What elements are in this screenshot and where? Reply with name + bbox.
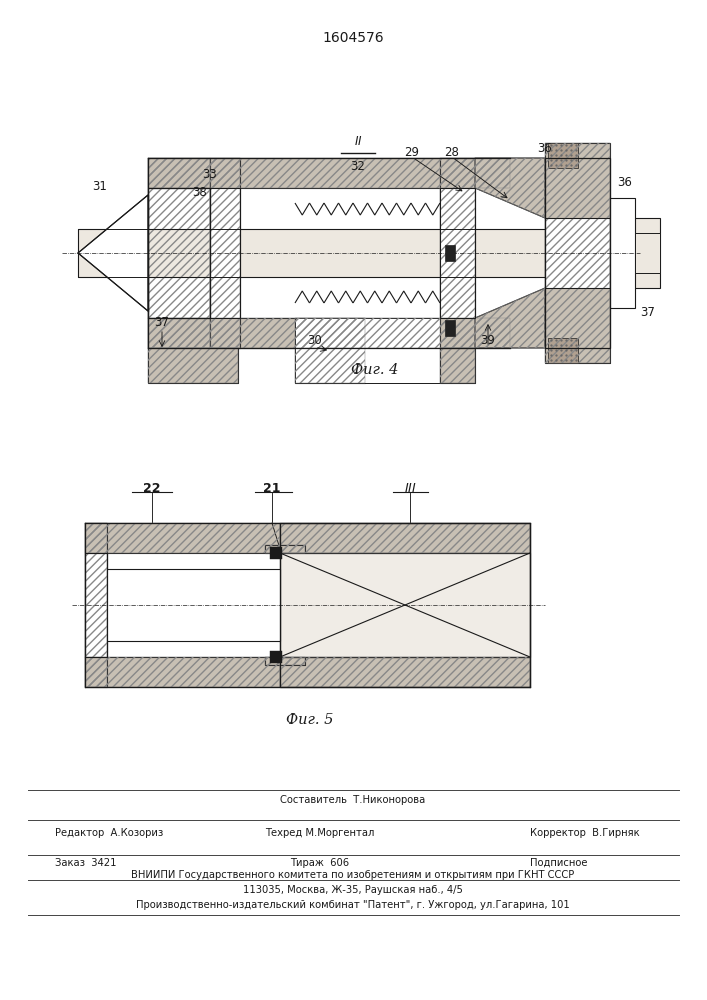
Bar (265, 657, 305, 665)
Text: Корректор  В.Гирняк: Корректор В.Гирняк (530, 828, 640, 838)
Bar (85, 523, 107, 687)
Text: 30: 30 (308, 334, 322, 347)
Bar (445, 320, 455, 336)
Bar (545, 218, 610, 288)
Bar (295, 318, 440, 383)
Bar (148, 158, 510, 188)
Text: 39: 39 (481, 334, 496, 347)
Bar (85, 523, 107, 687)
Bar (85, 553, 107, 657)
Bar (440, 348, 475, 383)
Bar (210, 188, 240, 318)
Bar (270, 547, 282, 559)
Bar (148, 158, 210, 348)
Text: 1604576: 1604576 (322, 31, 384, 45)
Text: Фиг. 5: Фиг. 5 (286, 713, 334, 727)
Bar (440, 158, 475, 348)
Bar (148, 318, 510, 348)
Text: ВНИИПИ Государственного комитета по изобретениям и открытиям при ГКНТ СССР: ВНИИПИ Государственного комитета по изоб… (132, 870, 575, 880)
Bar (440, 158, 475, 348)
Text: Техред М.Моргентал: Техред М.Моргентал (265, 828, 375, 838)
Text: 113035, Москва, Ж-35, Раушская наб., 4/5: 113035, Москва, Ж-35, Раушская наб., 4/5 (243, 885, 463, 895)
Bar (85, 657, 280, 687)
Bar (148, 158, 510, 188)
Bar (548, 338, 578, 363)
Polygon shape (78, 195, 148, 311)
Text: 31: 31 (93, 180, 107, 192)
Text: 36: 36 (617, 176, 633, 190)
Bar (210, 158, 240, 348)
Text: $\mathit{II}$: $\mathit{II}$ (354, 135, 362, 148)
Bar (148, 348, 238, 383)
Bar (280, 657, 530, 687)
Text: 33: 33 (203, 168, 217, 182)
Bar (545, 218, 610, 288)
Bar (210, 188, 240, 318)
Bar (85, 523, 280, 553)
Bar (610, 198, 635, 308)
Bar (78, 229, 545, 277)
Bar (265, 545, 305, 553)
Polygon shape (475, 288, 545, 348)
Bar (148, 158, 210, 348)
Text: Производственно-издательский комбинат "Патент", г. Ужгород, ул.Гагарина, 101: Производственно-издательский комбинат "П… (136, 900, 570, 910)
Text: Заказ  3421: Заказ 3421 (55, 858, 117, 868)
Bar (440, 188, 475, 318)
Bar (295, 318, 365, 383)
Bar (148, 318, 510, 348)
Text: 21: 21 (263, 482, 281, 494)
Bar (445, 245, 455, 261)
Polygon shape (475, 158, 545, 218)
Bar (610, 218, 660, 288)
Bar (280, 523, 530, 687)
Bar (148, 348, 238, 383)
Text: 38: 38 (192, 186, 207, 198)
Bar (210, 158, 240, 348)
Text: 28: 28 (445, 145, 460, 158)
Bar (295, 318, 365, 383)
Text: Подписное: Подписное (530, 858, 588, 868)
Text: Фиг. 4: Фиг. 4 (351, 363, 399, 377)
Text: Редактор  А.Козориз: Редактор А.Козориз (55, 828, 163, 838)
Bar (78, 229, 545, 277)
Text: 36: 36 (537, 141, 552, 154)
Bar (548, 143, 578, 168)
Text: 29: 29 (404, 145, 419, 158)
Text: 37: 37 (641, 306, 655, 318)
Bar (85, 523, 280, 553)
Bar (265, 545, 305, 553)
Bar (440, 348, 475, 383)
Text: 32: 32 (351, 160, 366, 173)
Text: 37: 37 (155, 316, 170, 328)
Bar (545, 143, 610, 363)
Bar (635, 233, 660, 273)
Text: Тираж  606: Тираж 606 (291, 858, 349, 868)
Text: 22: 22 (144, 482, 160, 494)
Text: $\mathit{III}$: $\mathit{III}$ (404, 482, 416, 494)
Bar (280, 657, 530, 687)
Bar (280, 523, 530, 553)
Bar (545, 158, 610, 348)
Bar (280, 523, 530, 553)
Bar (545, 143, 610, 363)
Text: Составитель  Т.Никонорова: Составитель Т.Никонорова (281, 795, 426, 805)
Bar (85, 553, 107, 657)
Bar (148, 188, 210, 318)
Bar (85, 657, 280, 687)
Bar (270, 651, 282, 663)
Bar (280, 553, 530, 657)
Bar (107, 569, 280, 641)
Bar (148, 188, 210, 318)
Bar (265, 657, 305, 665)
Bar (440, 188, 475, 318)
